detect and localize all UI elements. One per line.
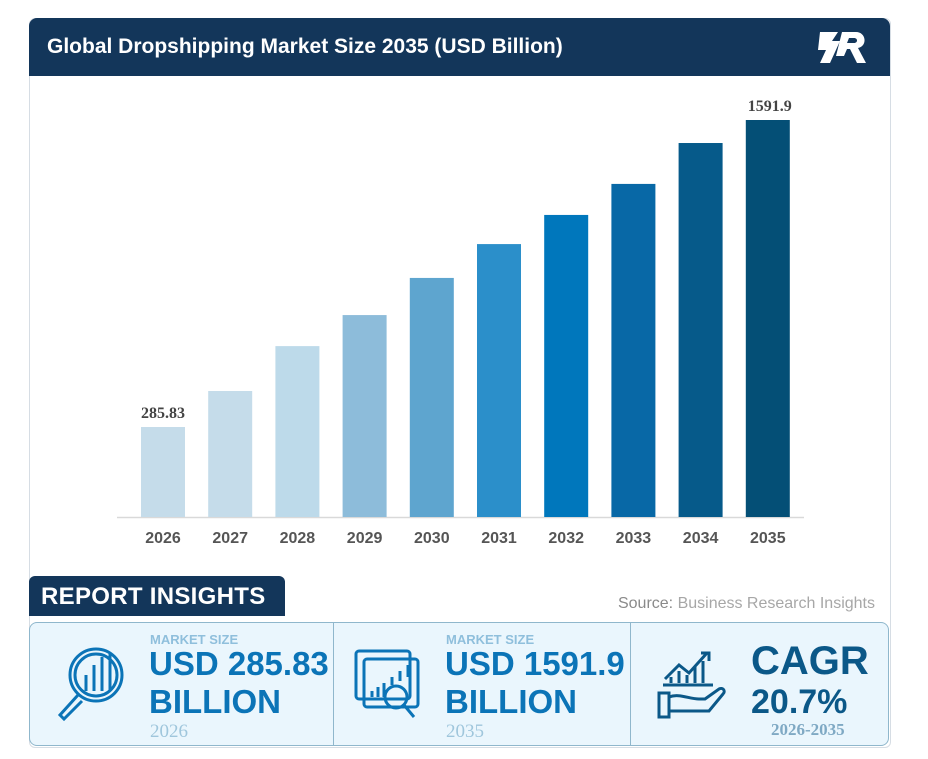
x-tick-label: 2035 xyxy=(750,530,786,547)
bar-2030 xyxy=(409,277,454,517)
data-label: 1591.9 xyxy=(748,98,792,115)
divider xyxy=(630,623,631,745)
x-tick-label: 2030 xyxy=(414,530,450,547)
market-size-year: 2035 xyxy=(446,721,484,742)
bar-2028 xyxy=(275,346,320,517)
bar-2033 xyxy=(611,183,656,517)
analytics-window-icon xyxy=(354,649,420,718)
x-tick-label: 2034 xyxy=(683,530,719,547)
bar-2035 xyxy=(745,120,790,517)
insight-card-cagr: CAGR 20.7% 2026-2035 xyxy=(631,623,889,745)
bar-2032 xyxy=(544,214,589,517)
x-tick-label: 2032 xyxy=(548,530,584,547)
insight-card-2035: MARKET SIZE USD 1591.9 BILLION 2035 xyxy=(334,623,630,745)
market-size-label: MARKET SIZE xyxy=(446,632,535,647)
data-label: 285.83 xyxy=(141,405,185,422)
bar-2034 xyxy=(678,143,723,517)
x-tick-label: 2028 xyxy=(280,530,316,547)
x-tick-label: 2026 xyxy=(145,530,181,547)
divider xyxy=(333,623,334,745)
source-value: Business Research Insights xyxy=(677,595,875,612)
x-tick-label: 2027 xyxy=(212,530,248,547)
x-tick-label: 2029 xyxy=(347,530,383,547)
bar-chart: 2026 285.83 2027 2028 2029 2030 2031 2032 2033 20… xyxy=(117,98,804,547)
market-size-label: MARKET SIZE xyxy=(150,632,239,647)
bar-2031 xyxy=(477,244,521,517)
x-tick-label: 2031 xyxy=(481,530,517,547)
bar-2027 xyxy=(208,390,253,517)
bar-2026 xyxy=(141,427,185,517)
source-label: Source: xyxy=(617,595,674,612)
cagr-period: 2026-2035 xyxy=(771,720,845,739)
report-insights-heading: REPORT INSIGHTS xyxy=(29,576,285,616)
magnifier-chart-icon xyxy=(57,647,124,721)
source-note: Source: Business Research Insights xyxy=(618,595,875,613)
market-size-year: 2026 xyxy=(150,721,188,742)
br-logo-icon xyxy=(818,32,866,63)
chart-header: Global Dropshipping Market Size 2035 (US… xyxy=(29,18,890,76)
market-size-value: USD 285.83 xyxy=(149,645,329,682)
chart-title: Global Dropshipping Market Size 2035 (US… xyxy=(47,35,563,58)
insights-panel: MARKET SIZE USD 285.83 BILLION 2026 MARK… xyxy=(29,622,889,746)
growth-hand-icon xyxy=(657,651,726,719)
insight-card-2026: MARKET SIZE USD 285.83 BILLION 2026 xyxy=(30,623,333,745)
x-tick-label: 2033 xyxy=(616,530,652,547)
cagr-label: CAGR xyxy=(751,639,869,683)
cagr-value: 20.7% xyxy=(751,683,848,721)
market-size-unit: BILLION xyxy=(445,683,577,720)
market-size-unit: BILLION xyxy=(149,683,281,720)
bar-2029 xyxy=(342,315,387,517)
market-size-value: USD 1591.9 xyxy=(445,645,625,682)
